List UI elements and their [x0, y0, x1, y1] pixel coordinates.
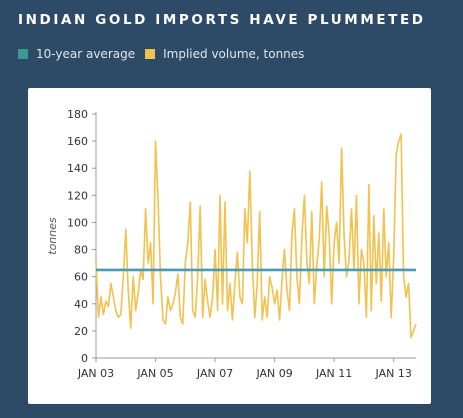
- y-tick-label: 80: [74, 244, 88, 257]
- chart-title: INDIAN GOLD IMPORTS HAVE PLUMMETED: [18, 12, 426, 28]
- x-tick-label: JAN 07: [196, 367, 233, 380]
- y-tick-label: 40: [74, 298, 88, 311]
- y-tick-label: 160: [67, 135, 88, 148]
- y-tick-label: 180: [67, 108, 88, 121]
- x-tick-label: JAN 03: [77, 367, 114, 380]
- y-tick-label: 100: [67, 216, 88, 229]
- legend-item-volume: Implied volume, tonnes: [145, 47, 304, 61]
- x-tick-label: JAN 11: [315, 367, 352, 380]
- legend-label-volume: Implied volume, tonnes: [163, 47, 305, 61]
- y-tick-label: 0: [81, 352, 88, 365]
- legend-item-average: 10-year average: [18, 47, 135, 61]
- x-tick-label: JAN 13: [375, 367, 412, 380]
- y-axis-label: tonnes: [46, 217, 59, 255]
- chart-panel: 0 20 40 60 80 100 120 140 160 180 JAN 03 JAN 05 JAN …: [28, 88, 431, 404]
- y-tick-label: 20: [74, 325, 88, 338]
- series-line-volume: [95, 133, 417, 339]
- legend-label-average: 10-year average: [36, 47, 136, 61]
- legend-swatch-average: [18, 49, 28, 59]
- y-tick-label: 60: [74, 271, 88, 284]
- line-chart: 0 20 40 60 80 100 120 140 160 180 JAN 03 JAN 05 JAN …: [46, 108, 417, 380]
- legend: 10-year average Implied volume, tonnes: [18, 46, 304, 62]
- y-tick-label: 120: [67, 189, 88, 202]
- y-tick-label: 140: [67, 162, 88, 175]
- legend-swatch-volume: [145, 49, 156, 59]
- x-tick-label: JAN 05: [136, 367, 173, 380]
- x-tick-label: JAN 09: [255, 367, 292, 380]
